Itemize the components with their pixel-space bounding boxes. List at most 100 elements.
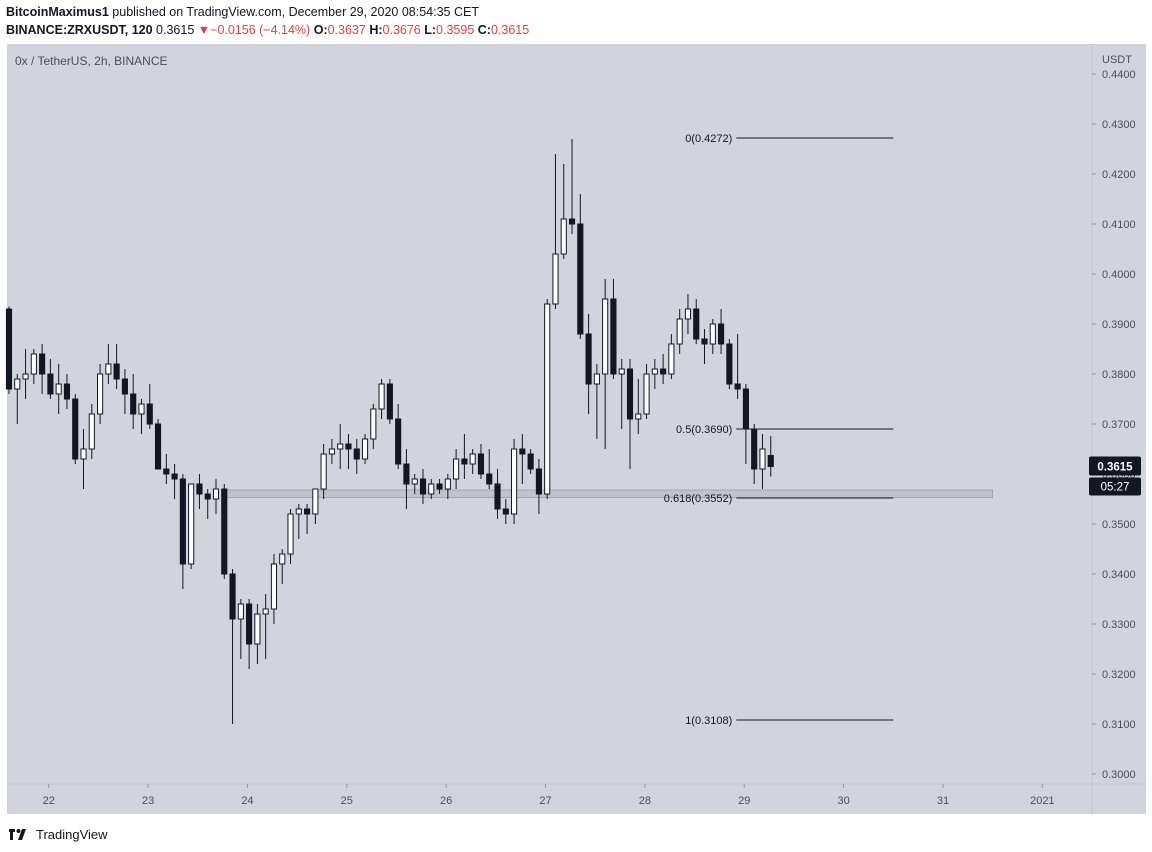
candle[interactable] (701, 329, 708, 364)
candle[interactable] (196, 474, 203, 509)
candle[interactable] (378, 379, 385, 419)
candle[interactable] (88, 404, 95, 459)
candle[interactable] (5, 306, 13, 395)
candle[interactable] (602, 279, 609, 449)
candle[interactable] (262, 594, 269, 659)
candle-body (552, 253, 559, 305)
candle[interactable] (171, 464, 178, 499)
candle[interactable] (72, 394, 79, 464)
candle[interactable] (511, 439, 518, 524)
candle[interactable] (386, 379, 393, 424)
candle[interactable] (287, 509, 294, 564)
candle[interactable] (254, 604, 261, 664)
candle[interactable] (304, 504, 311, 534)
candle[interactable] (113, 344, 120, 389)
candle[interactable] (767, 436, 774, 477)
candle[interactable] (709, 319, 716, 354)
candle[interactable] (179, 474, 186, 589)
candle[interactable] (436, 479, 443, 494)
candle[interactable] (328, 439, 335, 464)
candle[interactable] (585, 314, 592, 414)
candle[interactable] (560, 164, 567, 259)
time-axis[interactable] (7, 784, 1146, 814)
candle[interactable] (204, 489, 211, 519)
candle[interactable] (643, 364, 650, 419)
candle[interactable] (552, 154, 559, 309)
candle[interactable] (279, 549, 286, 584)
support-zone[interactable] (225, 489, 994, 498)
candle[interactable] (635, 379, 642, 434)
candle[interactable] (544, 299, 551, 499)
candle[interactable] (734, 334, 741, 399)
candle[interactable] (30, 349, 37, 384)
candle[interactable] (212, 479, 220, 514)
candle[interactable] (246, 599, 253, 669)
candle[interactable] (97, 364, 104, 424)
candle[interactable] (22, 349, 29, 399)
candle[interactable] (105, 344, 112, 384)
candle[interactable] (668, 334, 675, 379)
candle[interactable] (502, 499, 509, 524)
candle[interactable] (660, 354, 667, 384)
candle[interactable] (676, 309, 683, 354)
candle[interactable] (428, 479, 435, 499)
candle[interactable] (345, 434, 352, 469)
candle-body (494, 483, 501, 510)
candle[interactable] (411, 474, 418, 494)
candle[interactable] (577, 194, 584, 339)
candle[interactable] (453, 449, 460, 489)
candle[interactable] (618, 359, 625, 429)
candle[interactable] (39, 344, 46, 394)
candle[interactable] (320, 444, 327, 499)
candle[interactable] (154, 419, 162, 470)
candle[interactable] (55, 364, 62, 414)
candle[interactable] (47, 359, 54, 399)
candle[interactable] (718, 309, 725, 354)
candle-body (718, 323, 725, 345)
candle[interactable] (295, 504, 302, 539)
candle[interactable] (494, 469, 501, 519)
candle[interactable] (403, 449, 410, 509)
candle[interactable] (361, 434, 369, 464)
candle[interactable] (684, 294, 692, 334)
candle[interactable] (63, 374, 71, 409)
candle[interactable] (312, 488, 319, 524)
footer-brand[interactable]: TradingView (8, 824, 108, 844)
candle[interactable] (469, 449, 476, 474)
candle[interactable] (337, 424, 344, 469)
candle[interactable] (477, 444, 485, 479)
candle[interactable] (519, 434, 526, 484)
author-name[interactable]: BitcoinMaximus1 (6, 5, 109, 19)
candle[interactable] (353, 439, 360, 474)
candle[interactable] (461, 434, 468, 479)
candle[interactable] (370, 404, 377, 449)
candle[interactable] (163, 454, 170, 484)
candle[interactable] (138, 399, 145, 434)
candle[interactable] (270, 554, 278, 624)
candle[interactable] (395, 404, 402, 469)
candle[interactable] (486, 449, 493, 489)
candle[interactable] (130, 374, 137, 429)
candle[interactable] (593, 364, 600, 439)
candle[interactable] (535, 459, 542, 514)
candle[interactable] (444, 474, 451, 499)
candle[interactable] (80, 429, 87, 489)
candle[interactable] (610, 279, 617, 379)
candle[interactable] (726, 339, 733, 389)
candle[interactable] (626, 359, 634, 469)
candle[interactable] (527, 449, 534, 474)
candle[interactable] (121, 369, 128, 414)
price-chart[interactable]: 0x / TetherUS, 2h, BINANCE USDT 0(0.4272… (0, 0, 1152, 820)
candle[interactable] (146, 384, 153, 429)
candle[interactable] (419, 469, 427, 504)
candle[interactable] (759, 434, 766, 489)
candle[interactable] (188, 483, 195, 569)
candle[interactable] (651, 359, 658, 389)
candle[interactable] (693, 299, 700, 344)
candle[interactable] (14, 374, 21, 424)
candle[interactable] (229, 569, 236, 724)
candle[interactable] (221, 484, 228, 579)
price-axis[interactable] (1092, 44, 1146, 784)
candle[interactable] (568, 139, 576, 234)
candle[interactable] (237, 599, 244, 659)
